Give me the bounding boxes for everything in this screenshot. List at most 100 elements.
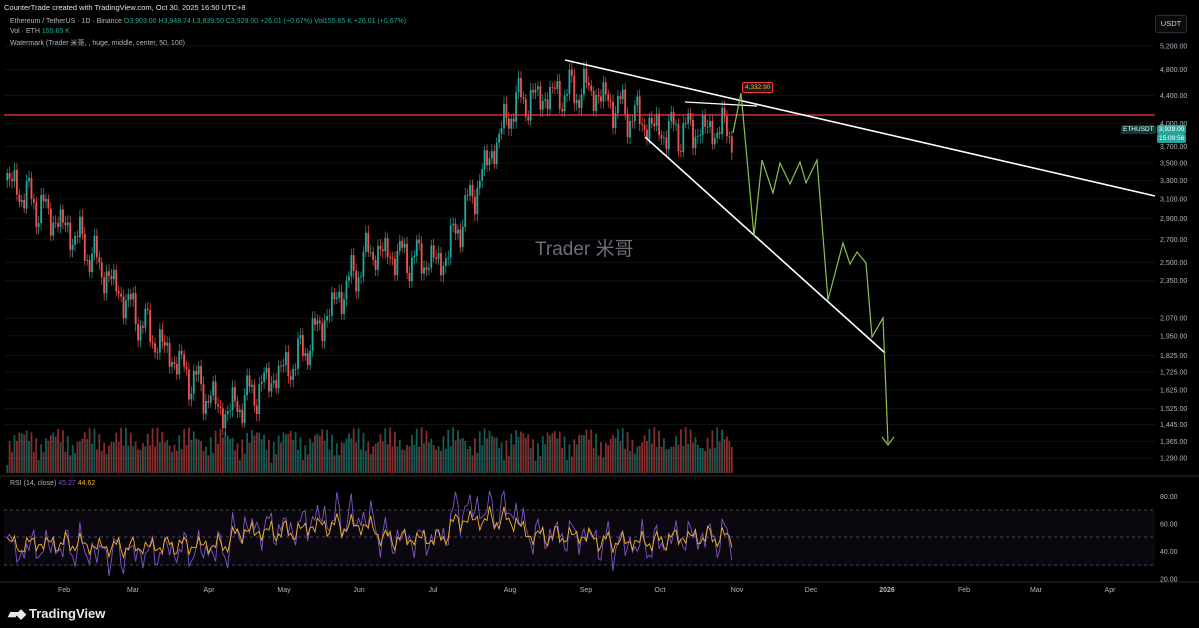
volume-bar — [696, 444, 699, 473]
candle-body — [505, 103, 508, 119]
candle-body — [648, 117, 651, 140]
volume-bar — [64, 451, 67, 473]
volume-bar — [251, 430, 253, 473]
volume-bar — [616, 429, 619, 473]
volume-bar — [481, 445, 484, 473]
lower-trendline — [644, 136, 886, 354]
volume-bar — [178, 435, 181, 473]
candle-body — [723, 107, 726, 117]
volume-bar — [597, 455, 600, 473]
volume-bar — [476, 452, 479, 473]
candle-body — [367, 232, 370, 253]
candle-body — [624, 89, 627, 115]
volume-bar — [716, 427, 719, 473]
candle-body — [604, 82, 607, 95]
volume-bar — [345, 438, 348, 473]
candle-body — [200, 365, 202, 385]
candle-body — [202, 384, 205, 414]
rsi-band — [4, 510, 1155, 565]
candle-body — [452, 223, 455, 226]
volume-bar — [110, 441, 113, 473]
volume-bar — [166, 440, 169, 473]
candle-body — [357, 277, 360, 292]
volume-bar — [352, 428, 355, 473]
candle-body — [440, 252, 442, 276]
candle-body — [37, 223, 40, 227]
volume-bar — [403, 450, 406, 473]
candle-body — [134, 293, 137, 324]
candle-body — [175, 363, 178, 375]
volume-bar — [127, 445, 130, 473]
rsi-line — [6, 490, 733, 577]
time-tick-label: Mar — [127, 587, 140, 594]
candle-body — [195, 370, 198, 375]
candle-body — [711, 120, 714, 145]
candle-body — [309, 350, 312, 366]
volume-bar — [427, 442, 430, 473]
volume-bar — [287, 433, 290, 473]
candle-body — [713, 138, 716, 145]
price-tick-label: 3,500.00 — [1160, 161, 1187, 168]
candle-body — [643, 124, 646, 130]
last-price-label: 3,929.00 — [1157, 125, 1187, 134]
candle-body — [447, 257, 450, 259]
volume-bar — [643, 435, 646, 473]
candle-body — [575, 99, 578, 104]
symbol-legend[interactable]: Ethereum / TetherUS · 1D · Binance O3,90… — [10, 18, 406, 25]
candle-body — [597, 94, 600, 97]
volume-legend[interactable]: Vol · ETH 155.65 K — [10, 28, 70, 35]
chart-grid — [4, 45, 1155, 459]
volume-bar — [648, 428, 651, 473]
volume-bar — [442, 436, 445, 473]
candle-body — [583, 68, 585, 95]
watermark-legend[interactable]: Watermark (Trader 米哥, , huge, middle, ce… — [10, 40, 185, 47]
price-tick-label: 1,290.00 — [1160, 456, 1187, 463]
candle-body — [6, 173, 9, 181]
price-tick-label: 2,350.00 — [1160, 278, 1187, 285]
candle-body — [534, 89, 537, 93]
tradingview-logo[interactable]: ▰◆ TradingView — [8, 606, 105, 622]
volume-bar — [54, 436, 57, 473]
candle-body — [297, 338, 299, 369]
volume-bar — [350, 438, 353, 473]
volume-bar — [386, 444, 389, 473]
volume-bar — [522, 433, 525, 473]
volume-bar — [32, 451, 35, 473]
volume-bar — [483, 428, 486, 473]
candle-body — [510, 118, 513, 129]
candle-body — [600, 96, 602, 102]
volume-bar — [665, 449, 668, 473]
candle-body — [437, 252, 440, 259]
candle-body — [57, 223, 60, 228]
volume-bar — [268, 440, 270, 473]
volume-bar — [432, 445, 435, 473]
rsi-legend[interactable]: RSI (14, close) 45.27 44.62 — [10, 480, 95, 487]
candle-body — [192, 370, 195, 394]
candle-body — [352, 255, 355, 271]
candle-body — [166, 342, 169, 346]
volume-bar — [464, 441, 467, 473]
candle-body — [406, 243, 408, 273]
candle-body — [585, 68, 588, 83]
candle-body — [590, 85, 593, 91]
candle-body — [420, 243, 423, 274]
volume-bar — [95, 449, 98, 473]
candle-body — [403, 243, 406, 248]
candle-body — [197, 365, 200, 375]
candle-body — [258, 383, 261, 415]
candle-body — [83, 233, 86, 261]
candle-body — [418, 239, 421, 244]
volume-bar — [692, 442, 694, 473]
candle-body — [214, 381, 217, 405]
volume-bar — [280, 442, 282, 473]
volume-bar — [454, 440, 457, 473]
volume-bar — [112, 442, 115, 473]
candle-body — [45, 199, 47, 202]
volume-bar — [331, 434, 333, 473]
candle-body — [132, 293, 135, 300]
currency-button[interactable]: USDT — [1155, 15, 1187, 33]
volume-bar — [100, 450, 103, 473]
volume-bar — [15, 440, 18, 473]
volume-value: 155.65 K — [41, 28, 70, 35]
